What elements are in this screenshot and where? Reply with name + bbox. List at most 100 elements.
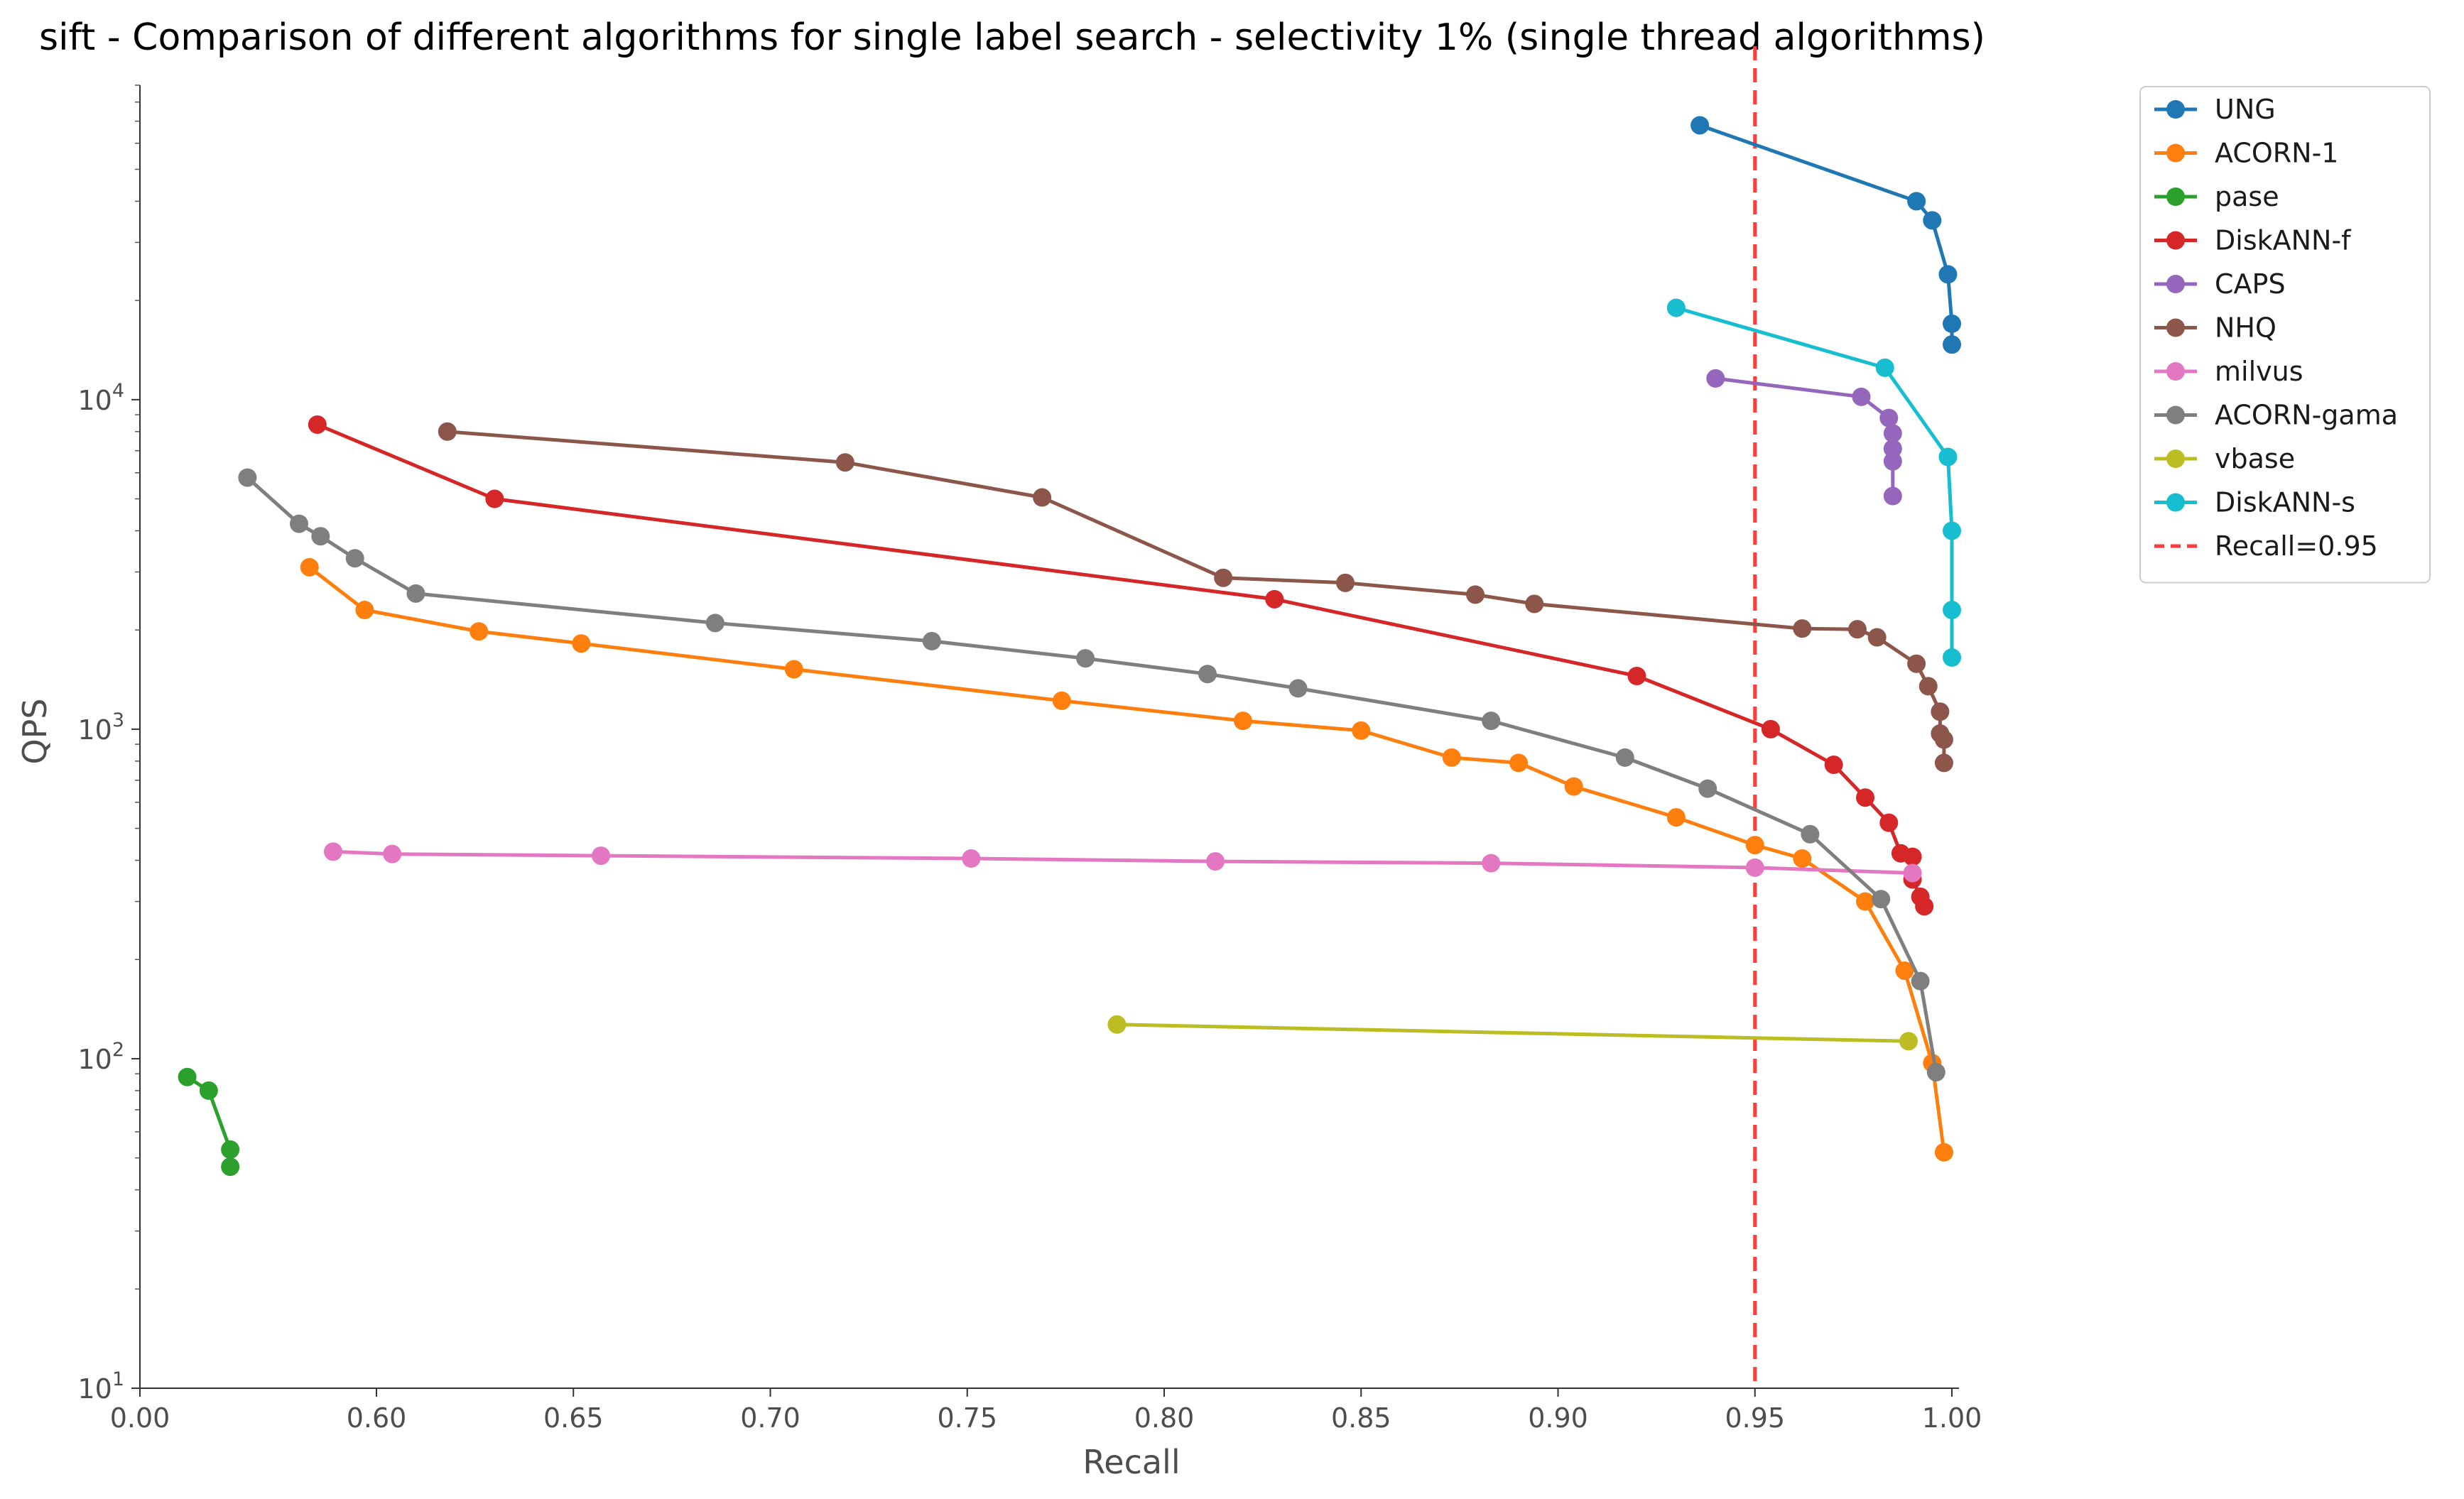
data-point-milvus (1903, 863, 1922, 883)
data-point-nhq (1525, 594, 1544, 614)
data-point-milvus (1482, 854, 1501, 873)
data-point-acorn-gama (1076, 649, 1095, 668)
data-point-milvus (962, 849, 981, 868)
legend-marker (2166, 405, 2185, 425)
x-tick-label: 0.75 (937, 1402, 997, 1434)
data-point-acorn-gama (1911, 971, 1930, 991)
data-point-acorn-gama (290, 514, 309, 533)
legend-marker (2166, 318, 2185, 337)
data-point-milvus (592, 846, 611, 866)
data-point-ung (1923, 211, 1942, 230)
data-point-acorn-1 (1895, 961, 1914, 980)
data-point-acorn-gama (311, 527, 330, 546)
data-point-acorn-1 (1856, 892, 1875, 911)
data-point-pase (221, 1157, 240, 1177)
data-point-diskann-f (1856, 788, 1875, 807)
data-point-diskann-f (485, 489, 504, 508)
data-point-diskann-f (1761, 719, 1780, 738)
series-line-nhq (447, 430, 1946, 763)
data-point-nhq (1867, 628, 1887, 647)
y-tick-label: 104 (77, 380, 124, 416)
data-point-nhq (1033, 488, 1052, 507)
data-point-acorn-1 (1745, 836, 1764, 855)
data-point-ung (1907, 192, 1926, 211)
x-tick-label: 0.70 (740, 1402, 800, 1434)
legend-marker (2166, 449, 2185, 468)
data-point-acorn-gama (1482, 712, 1501, 731)
data-point-diskann-s (1943, 521, 1961, 540)
series-line-acorn-1 (308, 565, 1946, 1153)
data-point-vbase (1107, 1015, 1127, 1034)
data-point-milvus (1745, 858, 1764, 877)
data-point-vbase (1899, 1032, 1918, 1051)
x-tick-label: 0.90 (1528, 1402, 1588, 1434)
x-tick-label: 0.60 (347, 1402, 407, 1434)
data-point-pase (221, 1140, 240, 1159)
legend-label: vbase (2215, 443, 2295, 474)
series-acorn-1 (300, 557, 1953, 1162)
data-point-acorn-gama (705, 614, 724, 633)
legend-label: milvus (2215, 356, 2303, 387)
data-point-acorn-1 (470, 622, 489, 641)
data-point-acorn-1 (1666, 808, 1686, 827)
x-tick-label: 0.95 (1725, 1402, 1785, 1434)
series-diskann-s (1666, 298, 1961, 667)
data-point-diskann-s (1943, 601, 1961, 620)
data-point-acorn-1 (1352, 721, 1371, 740)
x-tick-label: 0.65 (543, 1402, 604, 1434)
data-point-milvus (383, 844, 402, 863)
y-tick-label: 102 (77, 1039, 124, 1075)
data-point-acorn-1 (1564, 777, 1583, 796)
data-point-ung (1938, 265, 1958, 284)
data-point-acorn-gama (1288, 679, 1308, 698)
series-ung (1690, 116, 1961, 354)
data-point-nhq (1793, 619, 1812, 638)
axes: 0.00 0.60 0.65 0.70 0.75 0.80 0.85 0.90 0.95 1.00… (77, 85, 1982, 1434)
legend-marker (2166, 362, 2185, 381)
data-point-ung (1943, 335, 1961, 354)
data-point-caps (1706, 369, 1725, 388)
data-point-caps (1852, 387, 1871, 406)
data-point-pase (199, 1081, 218, 1100)
data-point-nhq (835, 453, 854, 472)
y-tick-label: 103 (77, 709, 124, 746)
data-point-acorn-1 (1793, 849, 1812, 868)
data-point-nhq (1918, 677, 1938, 696)
data-point-nhq (1934, 730, 1953, 749)
data-point-acorn-1 (1233, 712, 1252, 731)
legend-marker (2166, 187, 2185, 206)
legend-marker (2166, 275, 2185, 293)
legend-label: CAPS (2215, 268, 2286, 300)
legend-label: ACORN-1 (2215, 138, 2339, 169)
legend-marker (2166, 143, 2185, 163)
x-axis-label: Recall (1082, 1443, 1180, 1481)
x-tick-label: 0.85 (1331, 1402, 1391, 1434)
data-point-acorn-gama (1698, 779, 1717, 798)
x-tick-label: 0.00 (110, 1402, 170, 1434)
data-point-nhq (1931, 702, 1950, 721)
series-line-milvus (332, 849, 1913, 875)
data-point-diskann-f (1879, 813, 1899, 832)
data-point-acorn-gama (345, 549, 364, 568)
series-acorn-gama (238, 468, 1945, 1081)
x-tick-label: 1.00 (1922, 1402, 1982, 1434)
legend-label: ACORN-gama (2215, 400, 2398, 431)
legend: UNG ACORN-1 pase DiskANN-f CAPS NHQ milvus ACOR… (2139, 86, 2431, 584)
y-tick-label: 101 (77, 1368, 124, 1405)
data-point-acorn-gama (1872, 890, 1891, 909)
data-point-diskann-f (308, 415, 327, 434)
data-point-acorn-gama (406, 584, 425, 603)
data-point-acorn-gama (1198, 665, 1217, 684)
series-milvus (324, 842, 1922, 883)
series-caps (1706, 369, 1902, 506)
data-point-caps (1879, 408, 1899, 427)
data-point-acorn-gama (1926, 1062, 1945, 1081)
data-point-acorn-1 (572, 634, 591, 653)
series-line-diskann-f (316, 423, 1926, 907)
legend-marker (2166, 231, 2185, 250)
data-point-nhq (1466, 585, 1485, 604)
data-point-acorn-gama (1615, 748, 1634, 767)
data-point-pase (178, 1067, 197, 1086)
data-point-diskann-f (1824, 755, 1843, 774)
